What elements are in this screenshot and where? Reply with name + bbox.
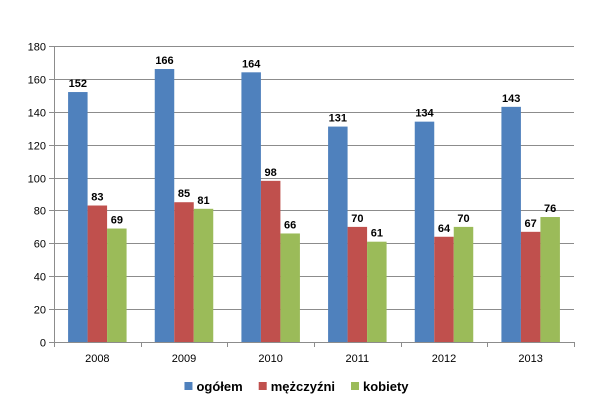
bar-ogółem	[414, 121, 435, 343]
bar-ogółem	[328, 126, 348, 342]
y-tick-label: 140	[28, 108, 46, 120]
y-tick-label: 180	[28, 42, 46, 54]
legend-swatch	[351, 382, 360, 390]
x-tick-label: 2010	[258, 353, 282, 365]
data-label: 164	[242, 58, 261, 70]
x-tick-label: 2012	[432, 353, 456, 365]
data-label: 64	[438, 223, 451, 235]
data-label: 70	[351, 213, 363, 225]
y-tick-label: 100	[28, 174, 46, 186]
bar-ogółem	[68, 92, 88, 343]
legend-label: kobiety	[363, 379, 409, 394]
data-label: 98	[265, 167, 277, 179]
bar-ogółem	[501, 106, 521, 342]
data-label: 143	[502, 93, 520, 105]
data-label: 67	[525, 218, 537, 230]
data-label: 134	[415, 108, 434, 120]
y-tick-label: 80	[34, 206, 46, 218]
data-label: 131	[329, 113, 347, 125]
legend-swatch	[184, 382, 193, 390]
bar-mężczyźni	[434, 236, 454, 342]
data-label: 83	[91, 192, 103, 204]
legend: ogółem mężczyźni kobiety	[184, 379, 409, 394]
data-label: 76	[544, 203, 556, 215]
data-label: 69	[111, 215, 123, 227]
x-tick-label: 2013	[518, 353, 542, 365]
data-label: 166	[155, 55, 173, 67]
gridlines	[54, 46, 574, 310]
y-tick-label: 160	[28, 75, 46, 87]
data-labels: 152 166 164 131 134 143 83 85 98 70 64 67 69 81 66 61 70…	[69, 55, 557, 240]
data-label: 152	[69, 78, 87, 90]
data-label: 66	[284, 219, 296, 231]
bar-ogółem	[241, 72, 261, 343]
bar-mężczyźni	[87, 205, 108, 342]
bar-kobiety	[540, 217, 560, 342]
y-tick-label: 0	[40, 338, 46, 350]
bar-mężczyźni	[347, 226, 368, 342]
bar-kobiety	[280, 233, 300, 342]
y-tick-label: 40	[34, 272, 46, 284]
x-tick-label: 2009	[172, 353, 196, 365]
legend-label: ogółem	[196, 379, 242, 394]
bar-kobiety	[367, 241, 387, 342]
data-label: 70	[457, 213, 469, 225]
bars	[68, 69, 560, 343]
bar-kobiety	[193, 208, 214, 342]
y-tick-label: 20	[34, 305, 46, 317]
axes: 0 20 40 60 80 100 120 140 160 180 2008 2009 2010 2011…	[28, 42, 575, 365]
bar-kobiety	[107, 228, 127, 342]
x-tick-label: 2011	[346, 353, 370, 365]
data-label: 81	[197, 195, 209, 207]
bar-kobiety	[453, 226, 474, 342]
legend-swatch	[258, 382, 267, 390]
data-label: 85	[178, 188, 190, 200]
data-label: 61	[371, 228, 383, 240]
y-tick-label: 120	[28, 141, 46, 153]
legend-label: mężczyźni	[271, 379, 335, 394]
bar-mężczyźni	[174, 202, 194, 342]
y-tick-label: 60	[34, 239, 46, 251]
x-tick-label: 2008	[85, 353, 109, 365]
bar-mężczyźni	[260, 180, 281, 342]
bar-ogółem	[154, 69, 175, 343]
bar-mężczyźni	[520, 231, 541, 342]
